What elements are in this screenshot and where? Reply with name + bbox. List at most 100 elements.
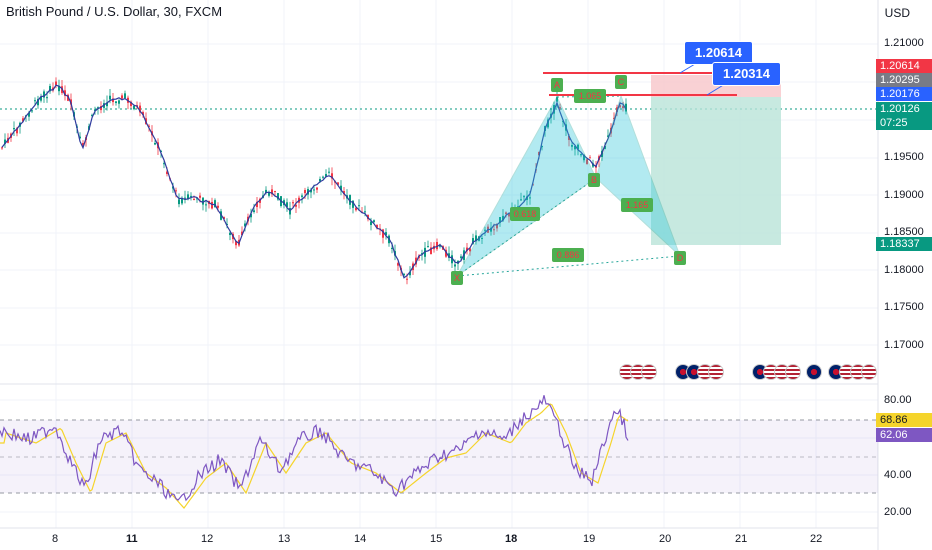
candle-body (409, 271, 411, 276)
rsi-ma-line (0, 403, 629, 509)
uk-flag-icon[interactable] (806, 364, 822, 380)
rsi-line (0, 395, 629, 502)
candle-body (166, 171, 168, 175)
candle-body (256, 201, 258, 208)
candle-body (97, 107, 99, 109)
candle-body (196, 198, 198, 200)
ratio-label-ab[interactable]: 0.618 (510, 207, 540, 221)
time-label: 12 (201, 533, 214, 545)
candle-body (406, 278, 408, 280)
us-flag-icon[interactable] (785, 364, 801, 380)
candle-body (223, 217, 225, 219)
candle-body (331, 173, 333, 179)
candle-body (571, 145, 573, 147)
price-callout-upper[interactable]: 1.20614 (684, 41, 753, 65)
candle-body (253, 210, 255, 213)
pattern-xd-line (456, 255, 681, 277)
candle-body (466, 247, 468, 251)
pattern-point-x[interactable]: X (451, 271, 463, 285)
candle-body (460, 256, 462, 258)
price-tag-current: 1.20126 (876, 102, 932, 116)
candle-body (481, 237, 483, 239)
candle-body (250, 213, 252, 218)
candle-body (472, 238, 474, 244)
us-flag-icon[interactable] (861, 364, 877, 380)
candle-body (46, 97, 48, 99)
pattern-point-b[interactable]: B (588, 173, 600, 187)
ratio-label-xd[interactable]: 0.886 (552, 248, 584, 262)
candle-body (520, 199, 522, 201)
candle-body (205, 204, 207, 206)
candle-body (244, 223, 246, 227)
pattern-triangle-bcd[interactable] (595, 94, 681, 257)
currency-label[interactable]: USD (884, 6, 910, 20)
candle-body (133, 105, 135, 110)
candle-body (181, 197, 183, 204)
candle-body (439, 245, 441, 247)
candle-body (121, 95, 123, 99)
candle-body (211, 201, 213, 209)
candle-body (202, 197, 204, 205)
candle-body (541, 146, 543, 148)
candle-body (529, 197, 531, 199)
chart-grid (0, 0, 878, 528)
candle-body (214, 200, 216, 208)
price-label: 1.19500 (884, 151, 924, 163)
price-label: 1.19000 (884, 189, 924, 201)
candle-body (295, 204, 297, 207)
rsi-label: 80.00 (884, 394, 912, 406)
candle-body (28, 112, 30, 117)
candle-body (370, 221, 372, 226)
candle-body (451, 255, 453, 264)
candle-body (265, 189, 267, 193)
candle-body (304, 190, 306, 194)
candle-body (508, 212, 510, 217)
price-callout-lower[interactable]: 1.20314 (712, 62, 781, 86)
candle-body (229, 232, 231, 235)
candle-body (475, 235, 477, 242)
price-tag-last-close: 1.20295 (876, 73, 932, 87)
candle-body (40, 96, 42, 101)
pattern-point-c[interactable]: C (615, 75, 627, 89)
price-label: 1.18500 (884, 226, 924, 238)
candle-body (340, 185, 342, 191)
candle-body (583, 154, 585, 161)
pattern-ac-line (556, 95, 622, 98)
candle-body (130, 101, 132, 107)
candle-body (352, 200, 354, 208)
candle-body (286, 202, 288, 207)
candle-body (604, 145, 606, 149)
time-label: 14 (354, 533, 367, 545)
candle-body (178, 199, 180, 205)
candle-body (217, 205, 219, 208)
price-label: 1.17500 (884, 301, 924, 313)
symbol-title[interactable]: British Pound / U.S. Dollar, 30, FXCM (6, 4, 223, 19)
candle-body (427, 246, 429, 248)
candle-body (79, 136, 81, 139)
pattern-point-a[interactable]: A (551, 78, 563, 92)
take-profit-zone[interactable] (651, 97, 781, 245)
candle-body (148, 125, 150, 127)
candle-body (568, 135, 570, 141)
us-flag-icon[interactable] (641, 364, 657, 380)
candle-body (397, 263, 399, 266)
candle-body (139, 105, 141, 113)
ratio-label-ac[interactable]: 1.065 (574, 89, 606, 103)
pattern-point-d[interactable]: D (674, 251, 686, 265)
candle-body (142, 112, 144, 116)
ratio-label-cd[interactable]: 1.165 (621, 198, 653, 212)
candle-body (391, 247, 393, 249)
candle-body (364, 211, 366, 213)
candle-body (415, 257, 417, 265)
candle-body (112, 98, 114, 103)
candle-body (484, 229, 486, 231)
candle-body (301, 195, 303, 197)
candle-body (268, 192, 270, 196)
candle-body (187, 194, 189, 200)
candle-body (313, 189, 315, 191)
candle-body (430, 247, 432, 255)
us-flag-icon[interactable] (708, 364, 724, 380)
candle-body (580, 154, 582, 156)
candle-body (106, 102, 108, 107)
